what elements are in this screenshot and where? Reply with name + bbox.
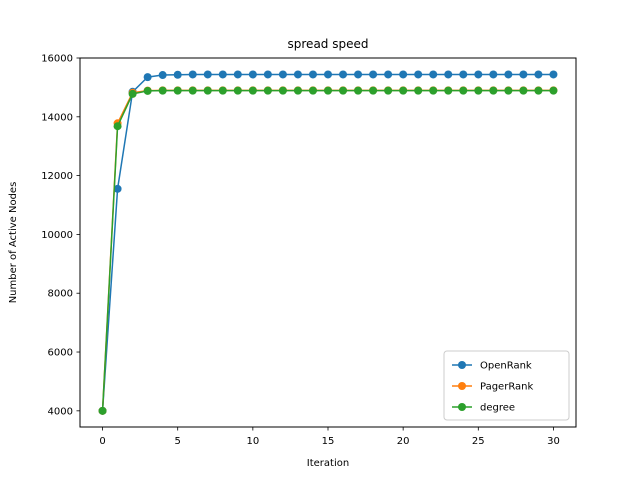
data-point-OpenRank-3	[143, 73, 152, 82]
y-tick-label: 16000	[41, 54, 73, 65]
data-point-degree-19	[384, 86, 393, 95]
data-point-degree-3	[143, 86, 152, 95]
data-point-OpenRank-14	[308, 70, 317, 79]
chart-title: spread speed	[288, 37, 369, 51]
legend-swatch-marker	[458, 403, 466, 411]
data-point-OpenRank-20	[399, 70, 408, 79]
data-point-degree-18	[369, 86, 378, 95]
data-point-degree-28	[519, 86, 528, 95]
data-point-OpenRank-24	[459, 70, 468, 79]
legend-label: OpenRank	[480, 361, 532, 372]
data-point-degree-14	[308, 86, 317, 95]
x-tick-label: 0	[99, 436, 105, 447]
data-point-OpenRank-28	[519, 70, 528, 79]
x-tick-label: 10	[246, 436, 259, 447]
data-point-degree-26	[489, 86, 498, 95]
data-point-degree-20	[399, 86, 408, 95]
x-axis-title: Iteration	[307, 458, 349, 469]
data-point-OpenRank-30	[549, 70, 558, 79]
data-point-OpenRank-12	[278, 70, 287, 79]
data-point-degree-10	[248, 86, 257, 95]
legend-entry-OpenRank: OpenRank	[452, 361, 532, 372]
data-point-OpenRank-9	[233, 70, 242, 79]
legend-label: PagerRank	[480, 382, 534, 393]
data-point-OpenRank-21	[414, 70, 423, 79]
y-tick-label: 6000	[48, 348, 73, 359]
data-point-OpenRank-8	[218, 70, 227, 79]
data-point-degree-25	[474, 86, 483, 95]
data-point-degree-16	[339, 86, 348, 95]
data-point-OpenRank-26	[489, 70, 498, 79]
legend-entry-PagerRank: PagerRank	[452, 382, 534, 393]
y-tick-label: 12000	[41, 171, 73, 182]
legend-entry-degree: degree	[452, 403, 515, 414]
data-point-OpenRank-22	[429, 70, 438, 79]
data-point-OpenRank-29	[534, 70, 543, 79]
legend-swatch-marker	[458, 382, 466, 390]
data-point-OpenRank-25	[474, 70, 483, 79]
data-point-degree-4	[158, 86, 167, 95]
y-axis: 4000 6000 8000 10000 12000 14000 16000	[41, 54, 80, 417]
data-point-degree-13	[293, 86, 302, 95]
x-tick-label: 20	[397, 436, 410, 447]
legend-swatch-marker	[458, 361, 466, 369]
data-point-degree-21	[414, 86, 423, 95]
data-point-OpenRank-1	[113, 184, 122, 193]
data-point-degree-11	[263, 86, 272, 95]
data-point-degree-7	[203, 86, 212, 95]
y-tick-label: 4000	[48, 406, 73, 417]
data-point-OpenRank-7	[203, 70, 212, 79]
data-point-OpenRank-19	[384, 70, 393, 79]
data-point-degree-8	[218, 86, 227, 95]
data-point-OpenRank-23	[444, 70, 453, 79]
data-point-degree-9	[233, 86, 242, 95]
data-point-degree-17	[354, 86, 363, 95]
data-point-degree-23	[444, 86, 453, 95]
legend-box	[443, 350, 570, 421]
data-point-degree-5	[173, 86, 182, 95]
data-point-degree-12	[278, 86, 287, 95]
legend-label: degree	[480, 403, 515, 414]
data-point-OpenRank-5	[173, 70, 182, 79]
series-degree	[98, 86, 558, 415]
y-axis-title: Number of Active Nodes	[8, 182, 19, 304]
data-point-degree-15	[324, 86, 332, 95]
data-point-degree-2	[128, 89, 137, 98]
data-point-OpenRank-4	[158, 71, 167, 80]
x-tick-label: 30	[547, 436, 560, 447]
y-tick-label: 10000	[41, 230, 73, 241]
data-point-degree-24	[459, 86, 468, 95]
data-point-OpenRank-16	[339, 70, 348, 79]
data-point-OpenRank-10	[248, 70, 257, 79]
x-axis: 0 5 10 15 20 25 30	[99, 427, 560, 447]
data-point-degree-0	[98, 406, 107, 415]
data-point-OpenRank-18	[369, 70, 378, 79]
data-point-OpenRank-15	[324, 70, 332, 79]
data-point-OpenRank-17	[354, 70, 363, 79]
data-point-OpenRank-6	[188, 70, 197, 79]
series-layer	[98, 70, 558, 415]
data-point-OpenRank-13	[293, 70, 302, 79]
x-tick-label: 25	[472, 436, 485, 447]
data-point-degree-27	[504, 86, 513, 95]
y-tick-label: 14000	[41, 112, 73, 123]
data-point-degree-22	[429, 86, 438, 95]
legend: OpenRank PagerRank degree	[443, 350, 570, 421]
data-point-OpenRank-11	[263, 70, 272, 79]
x-tick-label: 5	[175, 436, 181, 447]
data-point-degree-29	[534, 86, 543, 95]
data-point-degree-1	[113, 122, 122, 131]
x-tick-label: 15	[322, 436, 335, 447]
data-point-degree-6	[188, 86, 197, 95]
data-point-OpenRank-27	[504, 70, 513, 79]
data-point-degree-30	[549, 86, 558, 95]
y-tick-label: 8000	[48, 289, 73, 300]
